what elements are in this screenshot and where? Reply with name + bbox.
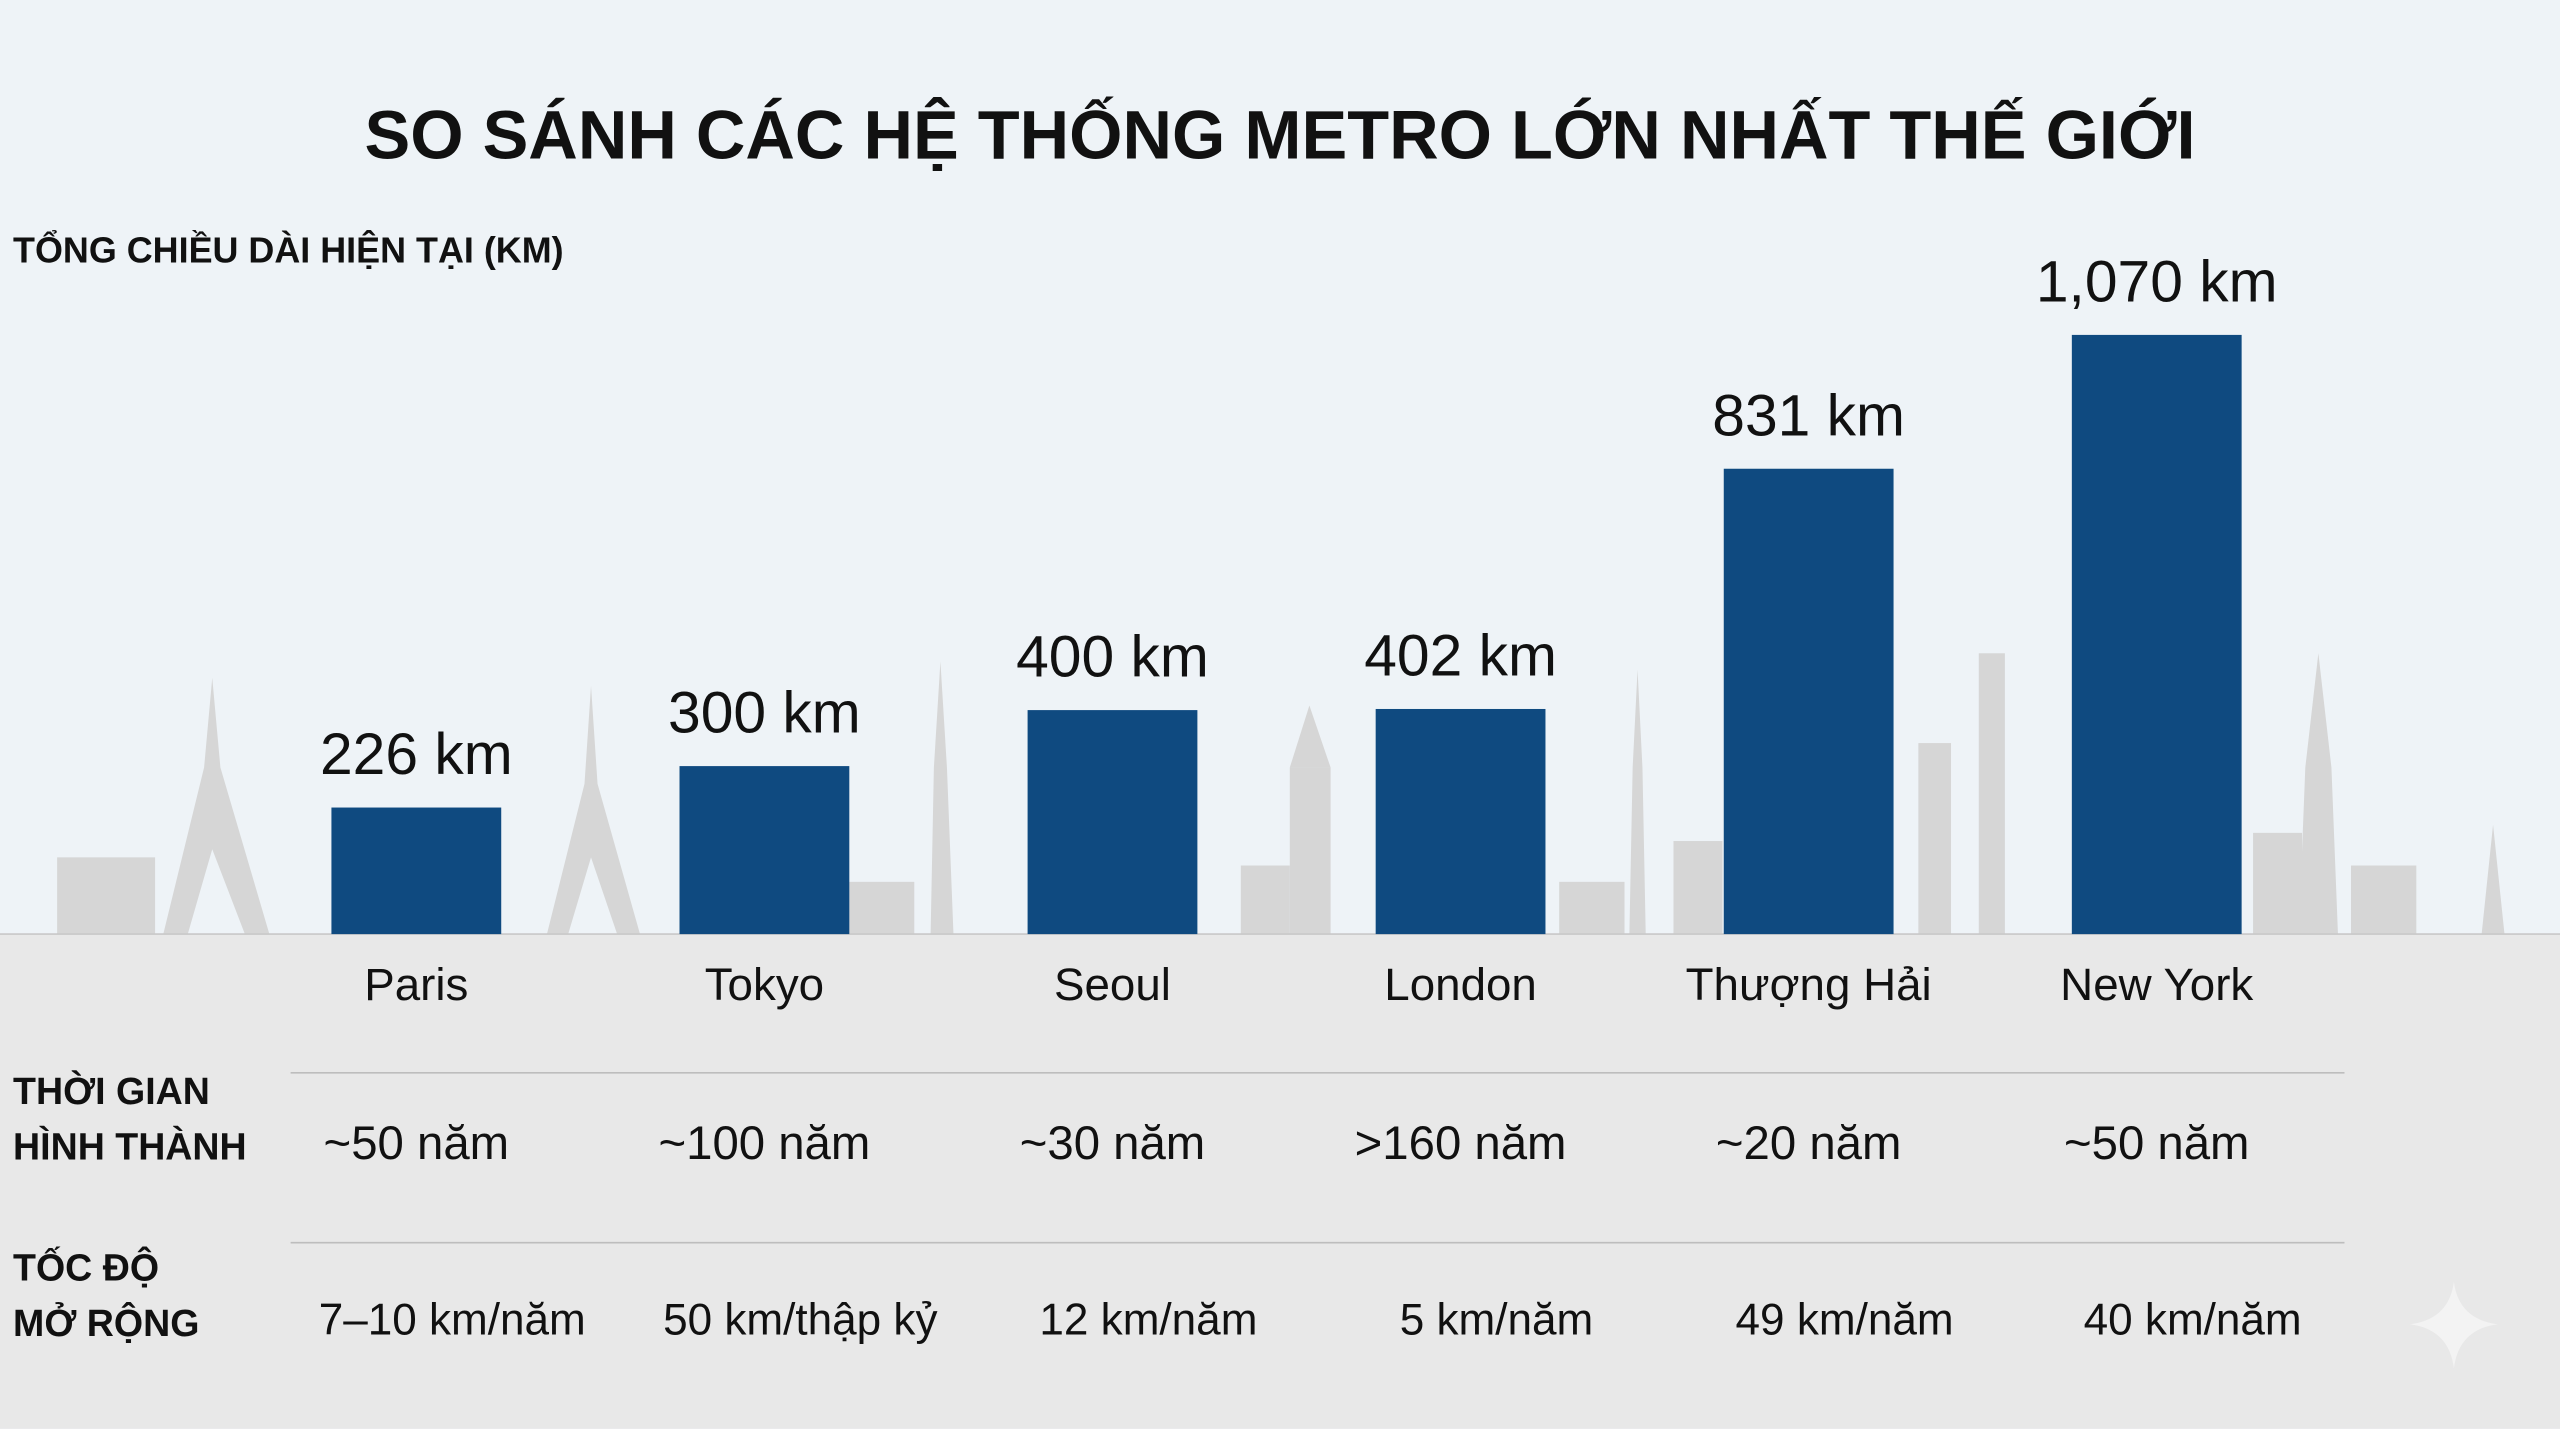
value-label: 400 km — [1016, 625, 1209, 690]
x-tick-label: Tokyo — [705, 959, 824, 1010]
bar — [331, 807, 502, 935]
table-cell: ~100 năm — [658, 1117, 870, 1170]
value-label: 831 km — [1712, 383, 1905, 448]
table-cell: 50 km/thập kỷ — [663, 1295, 937, 1344]
table-cell: 7–10 km/năm — [319, 1295, 586, 1344]
table-cell: >160 năm — [1355, 1117, 1567, 1170]
bar — [2071, 334, 2242, 935]
table-background — [0, 934, 2560, 1429]
table-cell: ~50 năm — [324, 1117, 510, 1170]
x-tick-label: London — [1384, 959, 1537, 1010]
table-cell: ~20 năm — [1716, 1117, 1902, 1170]
bar — [1375, 708, 1546, 935]
table-cell: 49 km/năm — [1736, 1295, 1954, 1344]
value-label: 1,070 km — [2036, 249, 2278, 314]
table-cell: ~50 năm — [2064, 1117, 2250, 1170]
value-label: 226 km — [320, 722, 513, 787]
bar — [1027, 710, 1198, 935]
chart-title: SO SÁNH CÁC HỆ THỐNG METRO LỚN NHẤT THẾ … — [364, 97, 2195, 174]
x-tick-label: New York — [2060, 959, 2253, 1010]
skyline-decoration — [57, 653, 2505, 935]
table-cell: 5 km/năm — [1400, 1295, 1594, 1344]
bar — [679, 766, 850, 935]
x-tick-label: Paris — [364, 959, 468, 1010]
x-tick-label: Thượng Hải — [1686, 959, 1932, 1010]
value-label: 402 km — [1364, 624, 1557, 689]
row-label: TỐC ĐỘ — [13, 1246, 159, 1288]
x-tick-label: Seoul — [1054, 959, 1171, 1010]
sparkle-icon — [2409, 1281, 2498, 1369]
bar — [1723, 468, 1894, 935]
value-label: 300 km — [668, 681, 861, 746]
row-label: THỜI GIAN — [13, 1070, 210, 1112]
row-label: MỞ RỘNG — [13, 1302, 199, 1344]
table-cell: 12 km/năm — [1039, 1295, 1257, 1344]
table-cell: 40 km/năm — [2084, 1295, 2302, 1344]
row-label: HÌNH THÀNH — [13, 1126, 247, 1168]
table-cell: ~30 năm — [1020, 1117, 1205, 1170]
y-axis-label: TỔNG CHIỀU DÀI HIỆN TẠI (KM) — [13, 230, 564, 271]
